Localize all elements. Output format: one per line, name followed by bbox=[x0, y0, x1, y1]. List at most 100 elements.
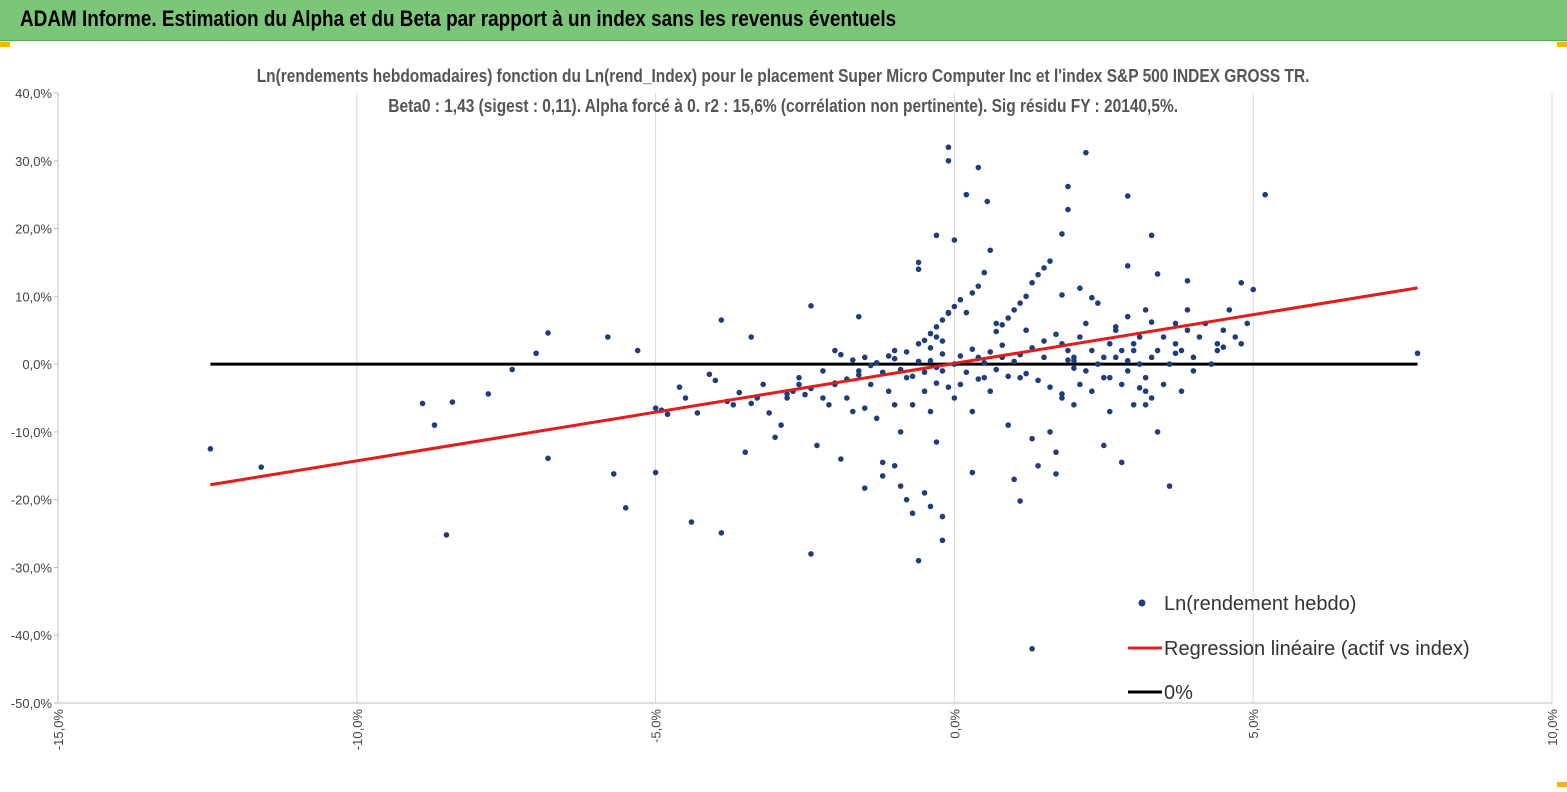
data-point bbox=[945, 310, 952, 317]
data-point bbox=[1005, 373, 1011, 380]
data-point bbox=[1023, 293, 1029, 300]
data-point bbox=[1077, 285, 1083, 291]
data-point bbox=[1196, 334, 1203, 340]
data-point bbox=[1023, 370, 1029, 377]
data-point bbox=[933, 324, 940, 330]
data-point bbox=[945, 384, 952, 390]
data-point bbox=[999, 342, 1006, 348]
data-point bbox=[1238, 279, 1245, 286]
data-point bbox=[1166, 361, 1173, 367]
data-point bbox=[1029, 279, 1035, 286]
data-point bbox=[969, 408, 976, 415]
data-point bbox=[1089, 347, 1095, 354]
data-point bbox=[993, 366, 1000, 373]
data-point bbox=[1053, 331, 1059, 338]
data-point bbox=[987, 349, 994, 355]
chart-area: Ln(rendements hebdomadaires) fonction du… bbox=[0, 42, 1567, 787]
data-point bbox=[1112, 354, 1119, 361]
data-point bbox=[1154, 271, 1161, 277]
data-point bbox=[984, 198, 991, 205]
data-point bbox=[1077, 381, 1083, 388]
data-point bbox=[1035, 377, 1041, 384]
data-point bbox=[808, 303, 814, 309]
corner-mark-right bbox=[1557, 42, 1567, 47]
data-point bbox=[903, 374, 910, 381]
data-point bbox=[826, 401, 832, 408]
data-point bbox=[784, 391, 790, 397]
data-point bbox=[802, 391, 808, 398]
data-point bbox=[820, 395, 826, 401]
data-point bbox=[855, 313, 862, 320]
data-point bbox=[1101, 354, 1107, 361]
data-point bbox=[1083, 368, 1089, 374]
data-point bbox=[832, 347, 838, 354]
data-point bbox=[933, 380, 940, 386]
data-point bbox=[760, 381, 766, 388]
y-tick-label: -40,0% bbox=[11, 628, 53, 643]
data-point bbox=[1184, 307, 1191, 313]
data-point bbox=[1029, 645, 1035, 652]
data-point bbox=[1059, 391, 1065, 397]
data-point bbox=[1089, 294, 1095, 301]
data-point bbox=[694, 410, 701, 416]
data-point bbox=[1220, 344, 1227, 350]
data-point bbox=[861, 405, 868, 411]
legend: Ln(rendement hebdo) Regression linéaire (… bbox=[1128, 593, 1470, 704]
data-point bbox=[778, 422, 784, 428]
data-point bbox=[622, 505, 629, 511]
data-point bbox=[963, 369, 970, 376]
data-point bbox=[1101, 442, 1107, 449]
data-point bbox=[1136, 361, 1143, 367]
data-point bbox=[1226, 307, 1233, 313]
regression-line-overlay bbox=[210, 286, 1418, 486]
data-point bbox=[939, 351, 946, 357]
data-point bbox=[1184, 277, 1191, 284]
data-point bbox=[1065, 183, 1071, 190]
data-point bbox=[808, 551, 814, 557]
data-point bbox=[933, 334, 940, 340]
data-point bbox=[957, 353, 964, 359]
data-point bbox=[951, 395, 958, 401]
data-point bbox=[1011, 476, 1017, 483]
data-point bbox=[981, 269, 988, 276]
data-point bbox=[1178, 347, 1185, 354]
data-point bbox=[1047, 429, 1053, 435]
data-point bbox=[1124, 263, 1131, 269]
data-point bbox=[897, 429, 904, 435]
data-point bbox=[796, 374, 802, 381]
data-point bbox=[915, 557, 922, 564]
data-point bbox=[1071, 401, 1077, 408]
data-point bbox=[939, 338, 946, 344]
data-point bbox=[1065, 357, 1071, 363]
data-point bbox=[945, 144, 952, 151]
data-point bbox=[885, 388, 892, 395]
scatter-chart: 40,0% 30,0% 20,0% 10,0% 0,0% -10,0% -20,0% -30,… bbox=[11, 86, 1560, 750]
data-point bbox=[718, 530, 725, 536]
data-point bbox=[1017, 300, 1023, 306]
data-point bbox=[604, 334, 611, 340]
data-point bbox=[485, 391, 492, 397]
data-point bbox=[688, 519, 695, 525]
data-point bbox=[1118, 459, 1125, 466]
data-point bbox=[1250, 286, 1256, 293]
data-point bbox=[712, 377, 719, 384]
data-point bbox=[1262, 191, 1268, 198]
data-point bbox=[867, 362, 874, 369]
data-point bbox=[897, 483, 904, 489]
data-point bbox=[861, 485, 868, 491]
data-point bbox=[1160, 381, 1167, 388]
data-point bbox=[981, 374, 988, 381]
data-point bbox=[957, 381, 964, 388]
data-point bbox=[939, 537, 946, 544]
data-point bbox=[1017, 374, 1023, 381]
data-point bbox=[1124, 368, 1131, 374]
data-point bbox=[891, 355, 898, 362]
data-point bbox=[1011, 358, 1017, 365]
data-point bbox=[1214, 340, 1221, 347]
data-point bbox=[957, 296, 964, 303]
data-point bbox=[1136, 334, 1143, 340]
legend-label: Regression linéaire (actif vs index) bbox=[1164, 638, 1470, 660]
y-tick-label: 10,0% bbox=[15, 289, 52, 304]
data-point bbox=[1118, 381, 1125, 388]
data-point bbox=[1124, 357, 1131, 364]
